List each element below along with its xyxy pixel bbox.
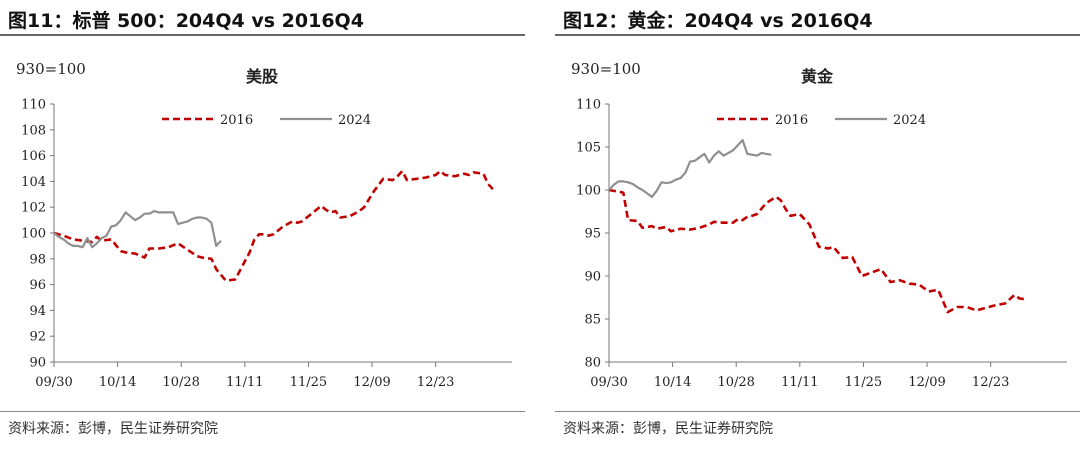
y-tick-label: 94 [29, 304, 46, 319]
y-tick-label: 105 [576, 141, 601, 156]
y-tick-label: 108 [21, 123, 46, 138]
y-tick-label: 100 [576, 184, 601, 199]
source-note: 资料来源：彭博，民生证券研究院 [563, 421, 773, 437]
series-line-2024 [608, 138, 772, 198]
figure-title: 图12：黄金：204Q4 vs 2016Q4 [563, 10, 873, 32]
source-divider [555, 411, 1080, 412]
title-divider [0, 34, 525, 36]
x-tick-label: 10/28 [717, 375, 754, 390]
x-tick-label: 12/09 [908, 375, 945, 390]
title-divider [555, 34, 1080, 36]
x-tick-label: 12/23 [972, 375, 1009, 390]
base-note: 930=100 [571, 60, 641, 78]
gold-chart: 930=100 黄金 80 85 90 95 100 105 110 09/30 10/14 10/2… [571, 60, 1067, 390]
chart-title: 黄金 [801, 67, 834, 86]
y-tick-label: 98 [29, 252, 46, 267]
x-tick-label: 11/25 [845, 375, 882, 390]
x-tick-label: 11/11 [226, 375, 263, 390]
x-tick-label: 11/25 [290, 375, 327, 390]
y-tick-label: 110 [21, 98, 46, 113]
y-tick-label: 85 [584, 313, 601, 328]
y-tick-label: 95 [584, 227, 601, 242]
legend-label-2024: 2024 [893, 113, 926, 128]
panel-sp500: 图11：标普 500：204Q4 vs 2016Q4 930=100 美股 90 92… [0, 0, 525, 458]
x-tick-label: 10/28 [162, 375, 199, 390]
y-tick-label: 96 [29, 278, 46, 293]
chart-title: 美股 [246, 67, 279, 86]
x-tick-label: 11/11 [781, 375, 818, 390]
series-line-2016 [53, 169, 494, 282]
panel-gold: 图12：黄金：204Q4 vs 2016Q4 930=100 黄金 80 85 90 95… [555, 0, 1080, 458]
series-line-2016 [608, 188, 1025, 314]
y-tick-label: 106 [21, 149, 46, 164]
source-divider [0, 411, 525, 412]
x-tick-label: 12/23 [417, 375, 454, 390]
x-tick-label: 10/14 [654, 375, 691, 390]
y-tick-label: 92 [29, 330, 46, 345]
y-tick-label: 90 [29, 356, 46, 371]
y-tick-label: 80 [584, 356, 601, 371]
y-tick-label: 104 [21, 175, 46, 190]
series-line-2024 [53, 210, 222, 249]
figure-title: 图11：标普 500：204Q4 vs 2016Q4 [8, 10, 364, 32]
x-tick-label: 10/14 [99, 375, 136, 390]
sp500-chart: 930=100 美股 90 92 94 96 98 100 102 104 106 108 110 09/… [16, 60, 512, 390]
y-tick-label: 102 [21, 201, 46, 216]
source-note: 资料来源：彭博，民生证券研究院 [8, 421, 218, 437]
y-tick-label: 110 [576, 98, 601, 113]
x-tick-label: 09/30 [590, 375, 627, 390]
base-note: 930=100 [16, 60, 86, 78]
legend-label-2024: 2024 [338, 113, 371, 128]
x-tick-label: 12/09 [353, 375, 390, 390]
x-tick-label: 09/30 [35, 375, 72, 390]
y-tick-label: 90 [584, 270, 601, 285]
y-tick-label: 100 [21, 227, 46, 242]
legend-label-2016: 2016 [775, 113, 808, 128]
legend-label-2016: 2016 [220, 113, 253, 128]
